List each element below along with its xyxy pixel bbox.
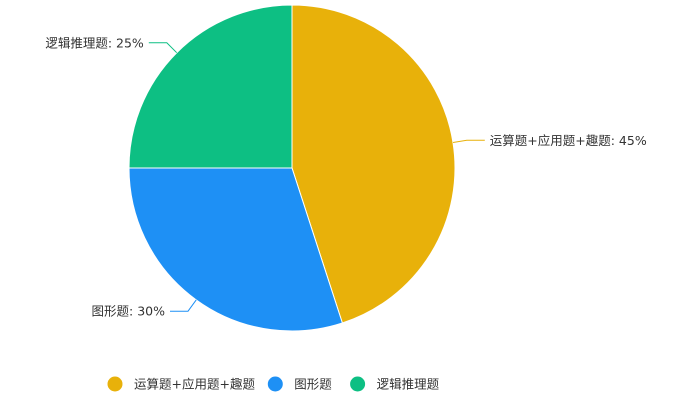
legend-label-3[interactable]: 逻辑推理题 bbox=[377, 377, 440, 392]
leader-line-3 bbox=[148, 42, 178, 54]
data-label-3: 逻辑推理题: 25% bbox=[45, 35, 144, 50]
pie-slice-3[interactable] bbox=[128, 4, 293, 169]
legend-marker-2[interactable] bbox=[267, 376, 283, 392]
pie-slice-1[interactable] bbox=[291, 4, 456, 324]
data-label-1: 运算题+应用题+趣题: 45% bbox=[490, 133, 647, 148]
leader-line-1 bbox=[452, 139, 485, 143]
legend-marker-3[interactable] bbox=[350, 376, 366, 392]
labels-layer: 运算题+应用题+趣题: 45% 图形题: 30% 逻辑推理题: 25% bbox=[45, 35, 647, 318]
pie-slice-2[interactable] bbox=[128, 167, 344, 332]
legend-label-1[interactable]: 运算题+应用题+趣题 bbox=[134, 377, 255, 392]
legend-marker-1[interactable] bbox=[107, 376, 123, 392]
legend: 运算题+应用题+趣题 图形题 逻辑推理题 bbox=[107, 376, 440, 392]
leader-line-2 bbox=[170, 299, 197, 312]
legend-label-2[interactable]: 图形题 bbox=[294, 377, 332, 392]
data-label-2: 图形题: 30% bbox=[92, 304, 166, 319]
slices-layer bbox=[128, 4, 456, 332]
